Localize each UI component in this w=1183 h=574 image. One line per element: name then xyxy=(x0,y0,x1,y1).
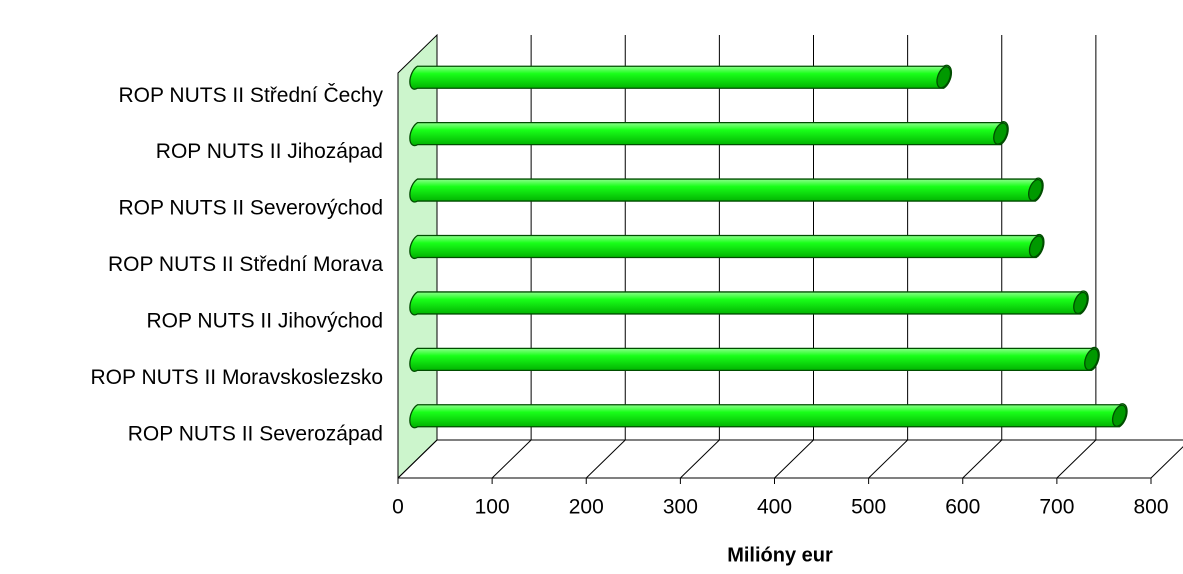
bar xyxy=(409,64,953,90)
x-tick-label: 700 xyxy=(1039,496,1074,519)
floor-grid-line xyxy=(397,439,438,479)
x-tick-label: 400 xyxy=(757,496,792,519)
floor-grid-line xyxy=(680,439,720,479)
floor-grid-line xyxy=(491,439,532,479)
y-tick-label: ROP NUTS II Severovýchod xyxy=(118,197,383,220)
bar xyxy=(409,346,1100,372)
floor-grid-line xyxy=(868,439,908,479)
x-tick-label: 100 xyxy=(475,496,510,519)
x-tick-label: 200 xyxy=(569,496,604,519)
floor-grid-line xyxy=(1150,446,1183,479)
floor-grid-line xyxy=(1056,439,1097,479)
x-tick-label: 800 xyxy=(1133,496,1168,519)
y-tick-label: ROP NUTS II Střední Morava xyxy=(108,253,383,276)
y-tick-label: ROP NUTS II Moravskoslezsko xyxy=(90,366,383,389)
bar xyxy=(409,290,1089,316)
bar xyxy=(409,121,1009,147)
y-tick-label: ROP NUTS II Jihozápad xyxy=(156,140,383,163)
bar xyxy=(409,233,1045,260)
y-tick-label: ROP NUTS II Jihovýchod xyxy=(146,309,383,332)
x-tick-label: 0 xyxy=(392,496,404,519)
floor-grid-line xyxy=(585,439,626,479)
x-axis-title: Milióny eur xyxy=(727,544,833,566)
y-tick-label: ROP NUTS II Severozápad xyxy=(128,422,383,445)
bar xyxy=(409,177,1044,203)
x-tick-label: 500 xyxy=(851,496,886,519)
x-tick-label: 300 xyxy=(663,496,698,519)
y-tick-label: ROP NUTS II Střední Čechy xyxy=(118,84,383,107)
bar xyxy=(409,403,1128,429)
floor-grid-line xyxy=(962,439,1003,479)
x-tick-label: 600 xyxy=(945,496,980,519)
floor-grid-line xyxy=(774,439,814,479)
